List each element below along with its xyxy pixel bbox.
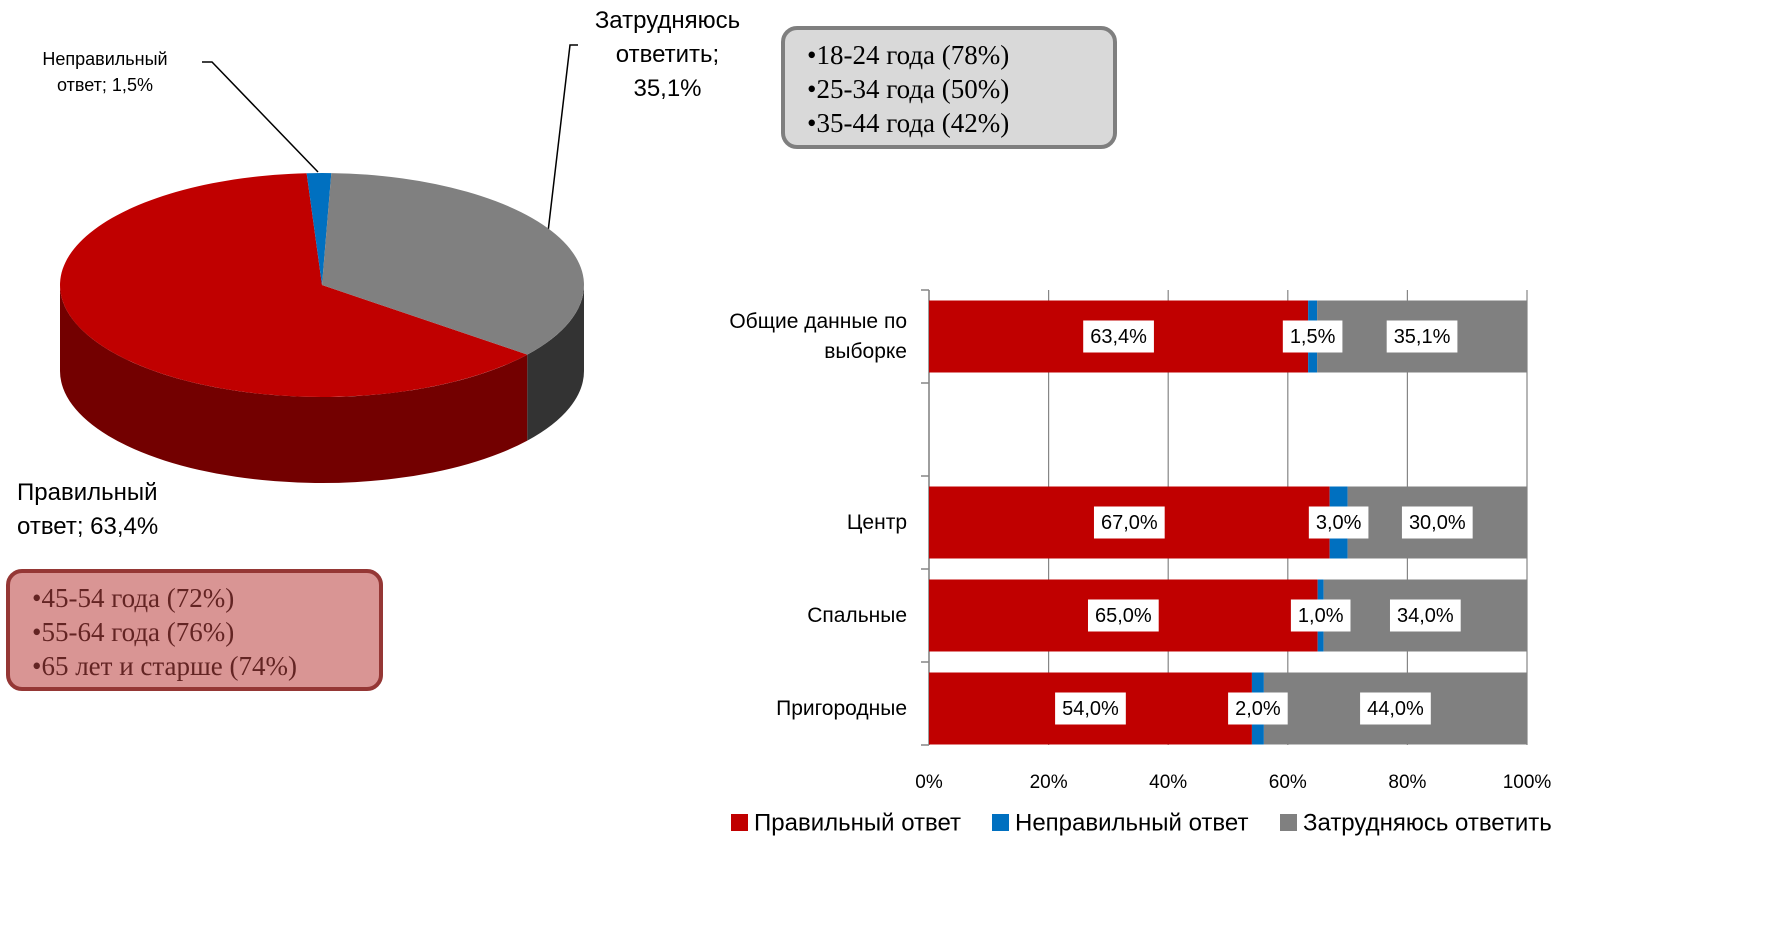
x-tick-label: 60% (1269, 772, 1307, 793)
age-line: •18-24 года (78%) (807, 40, 1010, 70)
legend-marker (731, 814, 748, 831)
y-tick-label: Спальные (807, 603, 907, 627)
data-label-bg (1401, 506, 1473, 539)
age-box: •18-24 года (78%) •25-34 года (50%) •35-… (781, 26, 1117, 149)
data-label: 54,0% (1062, 698, 1119, 720)
leader-line (202, 61, 319, 173)
data-label: 1,0% (1298, 605, 1344, 627)
data-label-bg (1308, 506, 1369, 539)
pie-side (527, 285, 584, 441)
x-tick-label: 40% (1149, 772, 1187, 793)
data-label-bg (1083, 320, 1154, 353)
data-label-bg (1389, 599, 1461, 632)
data-label-bg (1290, 599, 1351, 632)
legend-marker (1280, 814, 1297, 831)
data-label-bg (1055, 692, 1126, 725)
data-label: 2,0% (1235, 698, 1281, 720)
leader-line (547, 44, 578, 233)
legend-label: Затрудняюсь ответить (1303, 809, 1552, 836)
y-tick-label: Центр (846, 510, 907, 534)
pie-label: Неправильный ответ; 1,5% (42, 49, 168, 95)
x-tick-label: 20% (1030, 772, 1068, 793)
data-label-bg (1093, 506, 1165, 539)
pie-slice (322, 173, 584, 355)
legend-label: Правильный ответ (754, 809, 961, 836)
pie-label: Правильный ответ; 63,4% (17, 479, 159, 540)
pie-slice (59, 173, 528, 397)
pie-side (60, 285, 528, 483)
age-box: •45-54 года (72%) •55-64 года (76%) •65 … (6, 569, 383, 691)
age-line: •65 лет и старше (74%) (32, 651, 298, 681)
legend-label: Неправильный ответ (1015, 809, 1248, 836)
x-tick-label: 0% (915, 772, 943, 793)
x-tick-label: 100% (1503, 772, 1552, 793)
data-label: 34,0% (1397, 605, 1454, 627)
age-line: •55-64 года (76%) (32, 617, 235, 647)
data-label: 3,0% (1316, 512, 1362, 534)
data-label: 63,4% (1090, 326, 1147, 348)
legend-marker (992, 814, 1009, 831)
data-label-bg (1282, 320, 1343, 353)
age-line: •35-44 года (42%) (807, 108, 1010, 138)
pie-slice (306, 173, 332, 285)
pie-label: Затрудняюсь ответить; 35,1% (594, 7, 741, 102)
age-line: •25-34 года (50%) (807, 74, 1010, 104)
data-label-bg (1360, 692, 1431, 725)
data-label: 30,0% (1409, 512, 1466, 534)
data-label-bg (1228, 692, 1288, 725)
data-label: 65,0% (1095, 605, 1152, 627)
data-label: 35,1% (1394, 326, 1451, 348)
y-tick-label: Пригородные (776, 696, 907, 720)
age-line: •45-54 года (72%) (32, 583, 235, 613)
x-tick-label: 80% (1388, 772, 1426, 793)
data-label: 1,5% (1290, 326, 1336, 348)
data-label-bg (1087, 599, 1159, 632)
data-label-bg (1386, 320, 1458, 353)
y-tick-label: Общие данные по выборке (729, 309, 907, 363)
data-label: 44,0% (1367, 698, 1424, 720)
data-label: 67,0% (1101, 512, 1158, 534)
